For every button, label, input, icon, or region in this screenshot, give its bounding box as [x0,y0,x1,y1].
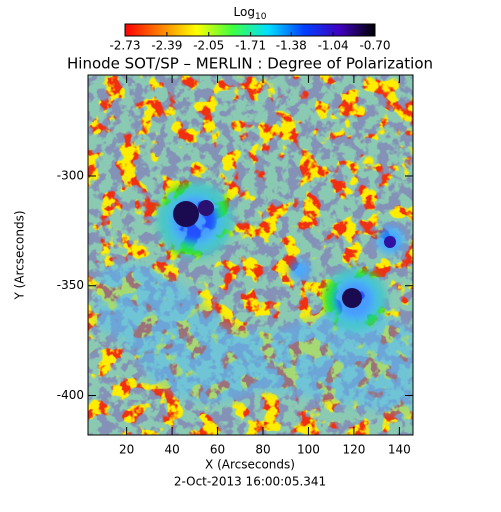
y-tick-label: -300 [57,168,84,182]
colorbar-tick-label: -2.05 [193,39,224,53]
colorbar-tick-label: -2.39 [151,39,182,53]
y-tick-label: -350 [57,278,84,292]
colorbar-tick-label: -1.38 [276,39,307,53]
x-tick-label: 80 [255,443,270,457]
date-label: 2-Oct-2013 16:00:05.341 [174,475,326,489]
y-axis-label: Y (Arcseconds) [13,210,27,300]
colorbar-tick-label: -0.70 [359,39,390,53]
colorbar-title: Log10 [234,5,267,22]
x-tick-label: 60 [210,443,225,457]
x-tick-label: 40 [164,443,179,457]
colorbar [124,23,376,37]
polarization-map [88,75,413,435]
x-tick-label: 20 [119,443,134,457]
chart-title: Hinode SOT/SP – MERLIN : Degree of Polar… [67,55,433,73]
x-tick-label: 100 [297,443,320,457]
colorbar-tick-label: -2.73 [109,39,140,53]
x-axis-label: X (Arcseconds) [205,458,295,472]
plot-frame [87,74,414,436]
x-tick-label: 140 [388,443,411,457]
colorbar-tick-label: -1.04 [318,39,349,53]
colorbar-tick-label: -1.71 [235,39,266,53]
x-tick-label: 120 [342,443,365,457]
y-tick-label: -400 [57,388,84,402]
